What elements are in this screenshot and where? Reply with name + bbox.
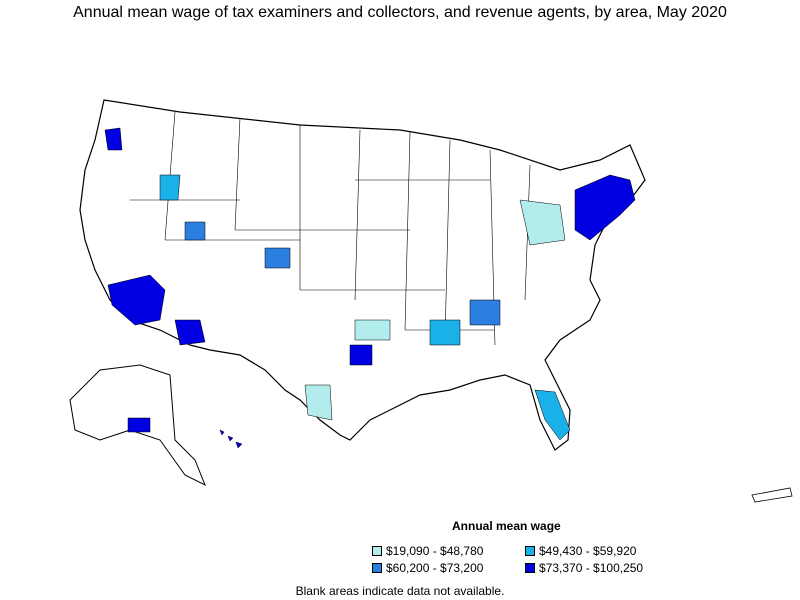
legend-label-3: $60,200 - $73,200 xyxy=(386,561,484,575)
area-tier-2-south xyxy=(429,319,461,346)
legend-item-3: $60,200 - $73,200 xyxy=(372,561,483,575)
hawaii xyxy=(219,429,243,449)
legend-item-2: $49,430 - $59,920 xyxy=(525,544,636,558)
area-tier-2-idaho xyxy=(159,174,181,201)
alaska xyxy=(69,364,206,487)
us-outline xyxy=(79,99,646,451)
area-tier-2-florida xyxy=(534,389,571,441)
area-tier-4-anchorage xyxy=(127,417,151,433)
data-note: Blank areas indicate data not available. xyxy=(295,584,505,598)
area-tier-4-west-coast xyxy=(107,274,166,326)
map-title: Annual mean wage of tax examiners and co… xyxy=(73,4,727,21)
puerto-rico xyxy=(751,487,793,503)
legend-item-4: $73,370 - $100,250 xyxy=(525,561,643,575)
legend-label-1: $19,090 - $48,780 xyxy=(386,544,484,558)
area-tier-3-colorado xyxy=(184,221,206,241)
legend-swatch-2 xyxy=(525,546,535,556)
area-tier-1-appalachia xyxy=(519,199,566,246)
area-tier-4-seattle xyxy=(104,127,123,151)
wage-areas xyxy=(104,127,636,441)
area-tier-3-southeast xyxy=(469,299,501,326)
area-tier-1-oklahoma xyxy=(354,319,391,341)
legend-label-4: $73,370 - $100,250 xyxy=(539,561,644,575)
area-tier-4-northeast xyxy=(574,174,636,241)
legend-item-1: $19,090 - $48,780 xyxy=(372,544,483,558)
area-tier-3-midwest xyxy=(264,247,291,269)
legend-label-2: $49,430 - $59,920 xyxy=(539,544,637,558)
legend-swatch-1 xyxy=(372,546,382,556)
legend-swatch-4 xyxy=(525,563,535,573)
legend-title: Annual mean wage xyxy=(452,519,561,533)
area-tier-4-southwest xyxy=(174,319,206,346)
contiguous-us xyxy=(79,99,646,451)
legend-swatch-3 xyxy=(372,563,382,573)
area-tier-4-texas xyxy=(349,344,373,366)
area-tier-1-texas-west xyxy=(304,384,333,421)
